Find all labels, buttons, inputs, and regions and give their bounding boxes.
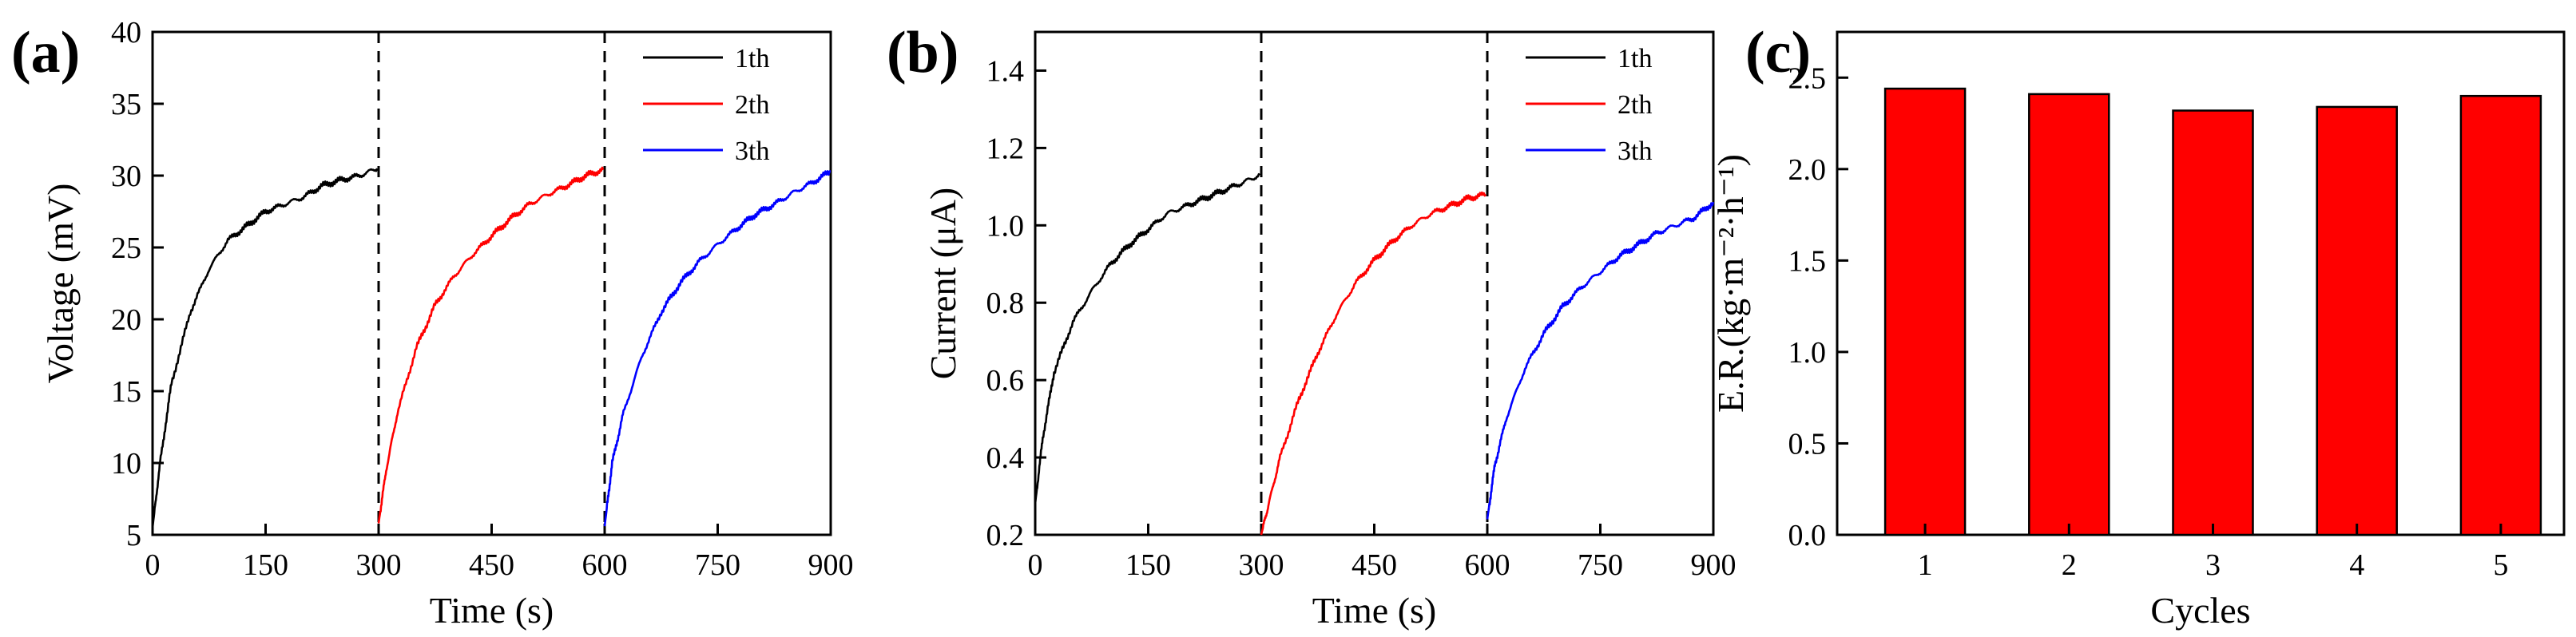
x-tick-label: 900	[808, 548, 854, 582]
series-line-1th	[151, 168, 379, 528]
y-tick-label: 1.0	[986, 209, 1025, 243]
series-line-2th	[377, 166, 605, 524]
y-tick-label: 0.4	[986, 441, 1025, 475]
x-tick-label: 600	[1465, 548, 1510, 582]
y-tick-label: 0.0	[1788, 519, 1827, 552]
x-tick-label: 4	[2349, 548, 2364, 582]
panel-label-a: (a)	[11, 20, 80, 85]
x-tick-label: 900	[1691, 548, 1737, 582]
x-tick-label: 300	[1239, 548, 1284, 582]
legend-label: 1th	[735, 44, 769, 73]
legend-label: 3th	[1617, 136, 1652, 166]
x-tick-label: 750	[695, 548, 740, 582]
y-tick-label: 35	[111, 88, 141, 121]
legend-label: 3th	[735, 136, 769, 166]
y-tick-label: 40	[111, 16, 141, 49]
y-tick-label: 1.2	[986, 132, 1025, 165]
x-axis-label: Time (s)	[430, 590, 554, 631]
bar-cycle-5	[2459, 94, 2542, 536]
bar-cycle-2	[2028, 93, 2110, 536]
y-tick-label: 0.6	[986, 364, 1025, 398]
x-tick-label: 150	[243, 548, 288, 582]
series-line-3th	[603, 170, 831, 527]
bar-cycle-4	[2316, 105, 2398, 536]
x-tick-label: 450	[469, 548, 514, 582]
y-tick-label: 0.2	[986, 519, 1025, 552]
x-tick-label: 300	[356, 548, 402, 582]
x-tick-label: 0	[145, 548, 161, 582]
y-axis-label: Current (μA)	[923, 188, 963, 380]
y-tick-label: 2.5	[1788, 61, 1827, 95]
x-tick-label: 3	[2205, 548, 2221, 582]
y-tick-label: 0.8	[986, 287, 1025, 320]
y-tick-label: 25	[111, 231, 141, 265]
x-tick-label: 5	[2493, 548, 2508, 582]
y-tick-label: 1.0	[1788, 336, 1827, 370]
series-line-3th	[1486, 201, 1715, 520]
x-tick-label: 150	[1125, 548, 1171, 582]
y-tick-label: 20	[111, 303, 141, 337]
y-tick-label: 1.5	[1788, 244, 1827, 278]
x-tick-label: 750	[1578, 548, 1623, 582]
x-tick-label: 600	[582, 548, 628, 582]
bar-cycle-1	[1883, 87, 1967, 536]
plot-frame	[1034, 30, 1715, 536]
legend-label: 1th	[1617, 44, 1652, 73]
plot-frame	[151, 30, 832, 536]
legend-label: 2th	[735, 90, 769, 120]
series-line-2th	[1260, 191, 1487, 536]
panel-label-b: (b)	[887, 20, 959, 85]
legend-label: 2th	[1617, 90, 1652, 120]
series-line-1th	[1034, 172, 1260, 504]
y-tick-label: 1.4	[986, 54, 1025, 88]
y-tick-label: 5	[126, 519, 141, 552]
y-axis-label: E.R.(kg·m⁻²·h⁻¹)	[1710, 154, 1751, 413]
y-tick-label: 10	[111, 447, 141, 481]
x-axis-label: Time (s)	[1312, 590, 1437, 631]
y-tick-label: 15	[111, 375, 141, 409]
x-tick-label: 450	[1352, 548, 1397, 582]
x-axis-label: Cycles	[2150, 590, 2250, 631]
y-tick-label: 0.5	[1788, 427, 1827, 461]
y-tick-label: 30	[111, 160, 141, 193]
bar-cycle-3	[2172, 109, 2254, 536]
y-axis-label: Voltage (mV)	[40, 184, 81, 384]
x-tick-label: 2	[2062, 548, 2077, 582]
y-tick-label: 2.0	[1788, 153, 1827, 187]
x-tick-label: 1	[1918, 548, 1933, 582]
panel-label-c: (c)	[1745, 20, 1811, 85]
x-tick-label: 0	[1028, 548, 1043, 582]
